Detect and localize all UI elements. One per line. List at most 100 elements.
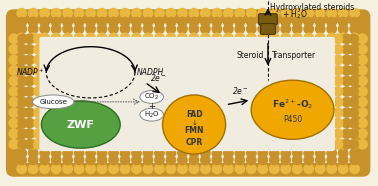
Circle shape: [211, 155, 222, 165]
Circle shape: [348, 107, 359, 118]
Circle shape: [223, 148, 234, 158]
Circle shape: [292, 17, 303, 28]
Circle shape: [315, 17, 325, 28]
Ellipse shape: [251, 80, 334, 139]
Circle shape: [177, 163, 188, 174]
Circle shape: [166, 32, 177, 43]
Text: FMN: FMN: [184, 126, 204, 135]
Circle shape: [234, 17, 245, 28]
Circle shape: [357, 128, 368, 139]
Circle shape: [357, 97, 368, 108]
Circle shape: [349, 17, 360, 28]
Circle shape: [348, 65, 359, 76]
Circle shape: [74, 24, 85, 34]
Circle shape: [211, 32, 222, 43]
Circle shape: [357, 139, 368, 150]
Circle shape: [333, 118, 343, 129]
Circle shape: [85, 139, 96, 150]
Circle shape: [257, 32, 268, 43]
FancyBboxPatch shape: [259, 14, 277, 25]
Circle shape: [333, 44, 343, 55]
Circle shape: [303, 17, 314, 28]
Circle shape: [280, 32, 291, 43]
Circle shape: [292, 8, 303, 19]
Circle shape: [246, 24, 257, 34]
Circle shape: [315, 24, 325, 34]
Circle shape: [154, 163, 165, 174]
Circle shape: [257, 155, 268, 165]
Circle shape: [257, 163, 268, 174]
Text: ZWF: ZWF: [67, 120, 95, 129]
Circle shape: [223, 155, 234, 165]
Circle shape: [211, 24, 222, 34]
Circle shape: [333, 33, 343, 44]
Circle shape: [333, 107, 343, 118]
Circle shape: [200, 155, 211, 165]
Circle shape: [74, 17, 85, 28]
Circle shape: [303, 163, 314, 174]
Circle shape: [341, 86, 352, 97]
Circle shape: [200, 148, 211, 158]
Circle shape: [246, 8, 257, 19]
Ellipse shape: [140, 108, 164, 121]
Circle shape: [177, 32, 188, 43]
Text: 2e$^-$: 2e$^-$: [150, 72, 166, 83]
Circle shape: [234, 155, 245, 165]
Circle shape: [348, 86, 359, 97]
Circle shape: [333, 86, 343, 97]
Circle shape: [269, 32, 280, 43]
Circle shape: [200, 24, 211, 34]
Circle shape: [17, 86, 28, 97]
Circle shape: [39, 8, 50, 19]
Circle shape: [326, 148, 337, 158]
Circle shape: [24, 86, 35, 97]
Text: Fe$^{2+}$-O$_2$: Fe$^{2+}$-O$_2$: [272, 97, 313, 111]
Circle shape: [131, 163, 142, 174]
Circle shape: [211, 8, 222, 19]
Circle shape: [17, 76, 28, 86]
Circle shape: [85, 148, 96, 158]
Circle shape: [28, 139, 39, 150]
Circle shape: [51, 155, 62, 165]
Circle shape: [24, 65, 35, 76]
FancyBboxPatch shape: [39, 37, 335, 151]
Circle shape: [303, 139, 314, 150]
Circle shape: [341, 54, 352, 65]
Circle shape: [200, 139, 211, 150]
Circle shape: [16, 24, 27, 34]
Circle shape: [357, 76, 368, 86]
Circle shape: [74, 32, 85, 43]
Circle shape: [39, 139, 50, 150]
Circle shape: [131, 24, 142, 34]
Text: P450: P450: [283, 115, 302, 124]
Circle shape: [51, 163, 62, 174]
Circle shape: [349, 32, 360, 43]
Circle shape: [33, 44, 44, 55]
Circle shape: [33, 107, 44, 118]
Circle shape: [143, 32, 153, 43]
Circle shape: [16, 17, 27, 28]
Text: +: +: [148, 102, 155, 111]
FancyBboxPatch shape: [22, 23, 355, 163]
Circle shape: [119, 139, 130, 150]
Circle shape: [39, 163, 50, 174]
Circle shape: [33, 97, 44, 108]
Circle shape: [24, 54, 35, 65]
Circle shape: [119, 8, 130, 19]
Circle shape: [24, 128, 35, 139]
Circle shape: [108, 155, 119, 165]
Circle shape: [74, 148, 85, 158]
Circle shape: [357, 33, 368, 44]
Circle shape: [341, 107, 352, 118]
Circle shape: [17, 128, 28, 139]
Circle shape: [269, 24, 280, 34]
Circle shape: [326, 155, 337, 165]
Circle shape: [154, 17, 165, 28]
Circle shape: [74, 163, 85, 174]
Circle shape: [85, 32, 96, 43]
Circle shape: [211, 139, 222, 150]
Circle shape: [326, 32, 337, 43]
Circle shape: [357, 118, 368, 129]
Circle shape: [154, 24, 165, 34]
Circle shape: [62, 32, 73, 43]
